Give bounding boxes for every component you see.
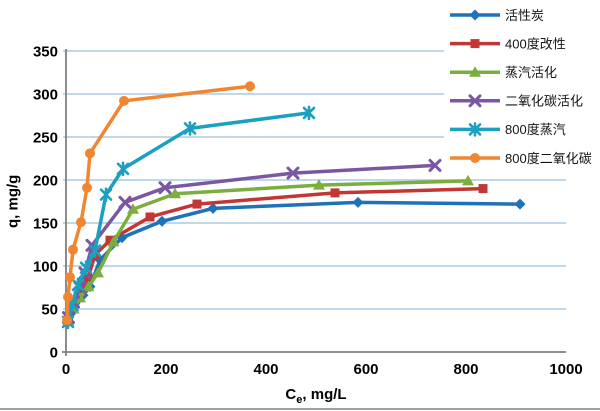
legend-label: 800度蒸汽 xyxy=(505,122,566,137)
asterisk-marker-icon xyxy=(302,105,316,121)
triangle-marker-icon xyxy=(169,187,181,199)
legend-label: 活性炭 xyxy=(505,8,544,23)
legend-label: 二氧化碳活化 xyxy=(505,94,583,109)
triangle-marker-icon xyxy=(92,266,104,278)
y-axis-title: q, mg/g xyxy=(4,174,22,229)
square-marker-icon xyxy=(330,188,340,198)
x-tick-label: 600 xyxy=(353,361,378,378)
x-marker-icon xyxy=(468,94,482,108)
legend-item: 二氧化碳活化 xyxy=(450,94,583,109)
x-tick-label: 800 xyxy=(453,361,478,378)
x-marker-icon xyxy=(428,158,442,172)
asterisk-marker-icon xyxy=(99,187,113,202)
x-axis-title-units: , mg/L xyxy=(302,386,347,403)
asterisk-marker-icon xyxy=(79,260,93,276)
y-tick-label: 250 xyxy=(33,130,58,147)
circle-marker-icon xyxy=(65,272,75,283)
series-line xyxy=(66,200,522,324)
series-diamond xyxy=(62,196,526,328)
diamond-marker-icon xyxy=(207,202,219,214)
legend-item: 800度蒸汽 xyxy=(450,122,566,137)
legend-label: 800度二氧化碳 xyxy=(505,151,592,166)
y-tick-label: 100 xyxy=(33,259,58,276)
triangle-marker-icon xyxy=(469,66,481,77)
triangle-marker-icon xyxy=(313,179,325,190)
circle-marker-icon xyxy=(82,182,92,193)
legend-label: 蒸汽活化 xyxy=(505,65,557,80)
x-tick-label: 400 xyxy=(253,361,278,378)
triangle-marker-icon xyxy=(127,203,139,214)
legend-item: 活性炭 xyxy=(450,8,544,23)
x-tick-label: 0 xyxy=(62,361,70,378)
x-axis-title: Ce, mg/L xyxy=(66,386,566,406)
square-marker-icon xyxy=(145,212,155,222)
triangle-marker-icon xyxy=(82,280,95,292)
asterisk-marker-icon xyxy=(71,277,85,293)
y-tick-label: 150 xyxy=(33,216,58,233)
legend-item: 800度二氧化碳 xyxy=(450,151,592,166)
asterisk-marker-icon xyxy=(88,243,102,258)
diamond-marker-icon xyxy=(514,198,526,210)
y-tick-label: 350 xyxy=(33,44,58,61)
x-tick-label: 200 xyxy=(153,361,178,378)
square-marker-icon xyxy=(105,235,115,245)
y-tick-label: 200 xyxy=(33,173,58,190)
y-tick-label: 50 xyxy=(41,302,58,319)
legend-label: 400度改性 xyxy=(505,36,566,51)
legend-background xyxy=(444,2,598,170)
page-bottom-rule xyxy=(0,408,600,410)
asterisk-marker-icon xyxy=(116,161,130,177)
square-marker-icon xyxy=(478,184,488,194)
triangle-marker-icon xyxy=(107,235,120,247)
circle-marker-icon xyxy=(76,217,86,228)
legend-item: 400度改性 xyxy=(450,36,566,51)
asterisk-marker-icon xyxy=(183,121,197,136)
x-marker-icon xyxy=(118,195,132,209)
x-axis-title-subscript: e xyxy=(296,394,303,406)
asterisk-marker-icon xyxy=(468,122,482,137)
y-tick-label: 300 xyxy=(33,87,58,104)
square-marker-icon xyxy=(83,273,93,283)
legend-item: 蒸汽活化 xyxy=(450,65,557,80)
x-axis-title-symbol: C xyxy=(285,386,297,403)
series-line xyxy=(66,111,311,324)
circle-marker-icon xyxy=(68,244,78,255)
circle-marker-icon xyxy=(63,291,73,302)
x-tick-label: 1000 xyxy=(549,361,582,378)
series-circle xyxy=(62,81,255,326)
x-marker-icon xyxy=(286,166,300,180)
circle-marker-icon xyxy=(470,153,480,163)
triangle-marker-icon xyxy=(462,174,474,186)
circle-marker-icon xyxy=(245,81,255,92)
circle-marker-icon xyxy=(119,95,129,106)
diamond-marker-icon xyxy=(469,9,481,21)
square-marker-icon xyxy=(470,39,480,49)
circle-marker-icon xyxy=(85,148,95,159)
x-marker-icon xyxy=(158,181,172,195)
circle-marker-icon xyxy=(62,315,72,326)
square-marker-icon xyxy=(192,199,202,209)
diamond-marker-icon xyxy=(156,215,168,227)
diamond-marker-icon xyxy=(352,196,364,208)
y-tick-label: 0 xyxy=(50,345,58,362)
